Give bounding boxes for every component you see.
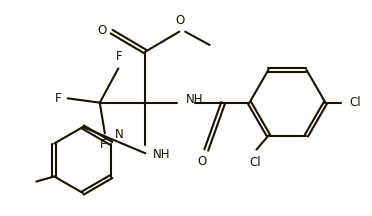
Text: F: F [55, 92, 62, 105]
Text: N: N [115, 127, 123, 140]
Text: O: O [198, 155, 207, 168]
Text: F: F [100, 138, 106, 151]
Text: Cl: Cl [250, 156, 261, 168]
Text: F: F [116, 50, 123, 63]
Text: NH: NH [153, 148, 170, 161]
Text: O: O [97, 24, 107, 37]
Text: NH: NH [186, 93, 204, 106]
Text: Cl: Cl [349, 96, 361, 109]
Text: O: O [176, 14, 185, 27]
